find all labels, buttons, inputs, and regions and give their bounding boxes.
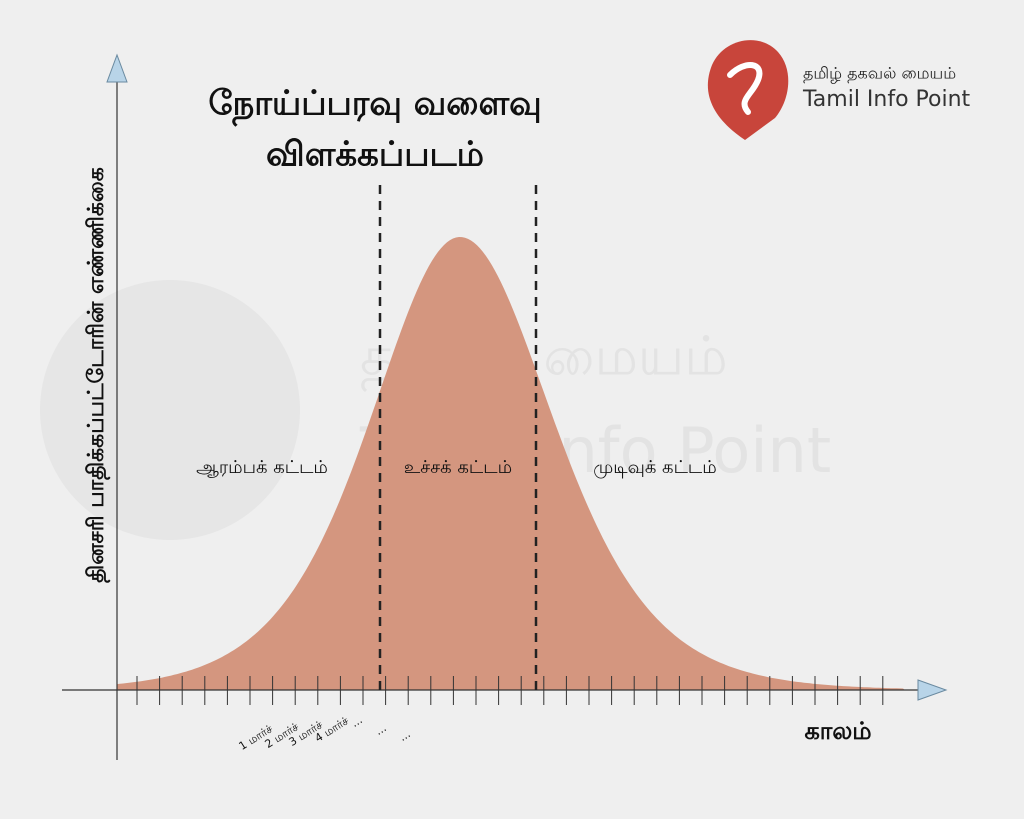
logo-icon: [707, 40, 789, 140]
logo-glyph: [727, 62, 763, 115]
y-arrow: [106, 53, 128, 83]
epidemic-curve: [117, 237, 905, 690]
phase-label: முடிவுக் கட்டம்: [593, 457, 716, 478]
x-arrow: [917, 679, 948, 701]
y-axis-label: தினசரி பாதிக்கப்பட்டோரின் எண்ணிக்கை: [84, 167, 111, 583]
logo-name-en: Tamil Info Point: [802, 87, 971, 112]
tick-marks: [136, 676, 884, 705]
title-line: விளக்கப்படம்: [266, 135, 484, 175]
watermark-logo: [40, 280, 300, 540]
phase-label: உச்சக் கட்டம்: [404, 457, 512, 478]
title-line: நோய்ப்பரவு வளைவு: [208, 84, 541, 127]
logo-name-ta: தமிழ் தகவல் மையம்: [803, 64, 956, 83]
phase-label: ஆரம்பக் கட்டம்: [196, 457, 328, 478]
x-axis-label: காலம்: [804, 717, 871, 745]
